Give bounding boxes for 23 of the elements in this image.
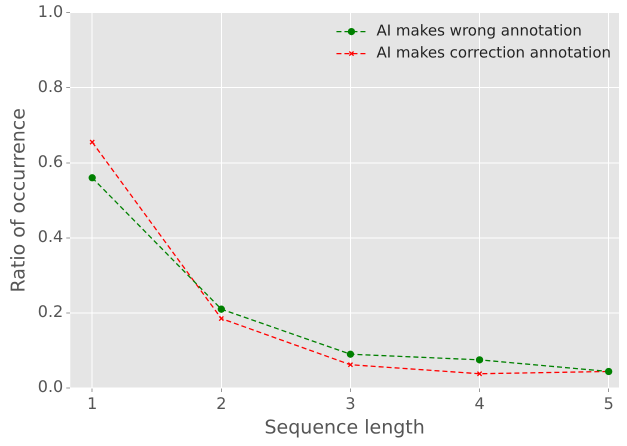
y-tick-label: 0.2 xyxy=(38,302,64,322)
point xyxy=(218,306,225,313)
x-tick-label: 2 xyxy=(216,394,226,413)
y-tick-label: 0.8 xyxy=(38,76,64,96)
x-tick-label: 3 xyxy=(345,394,356,413)
point xyxy=(346,350,354,358)
legend-label: AI makes correction annotation xyxy=(376,43,612,62)
y-tick-label: 0.0 xyxy=(38,377,64,396)
y-tick-label: 0.4 xyxy=(38,226,64,246)
x-tick-label: 5 xyxy=(604,394,614,413)
y-tick-label: 0.6 xyxy=(38,152,64,171)
point xyxy=(348,362,354,368)
point xyxy=(89,139,95,145)
x-axis-title: Sequence length xyxy=(264,416,425,439)
legend-label: AI makes wrong annotation xyxy=(376,21,582,40)
y-tick-label: 1.0 xyxy=(38,2,64,21)
point xyxy=(88,174,96,182)
point xyxy=(476,370,482,377)
y-axis-title: Ratio of occurrence xyxy=(7,108,30,293)
x-tick-label: 1 xyxy=(87,394,98,413)
point xyxy=(218,316,224,322)
point xyxy=(476,356,484,364)
x-tick-label: 4 xyxy=(474,394,485,413)
